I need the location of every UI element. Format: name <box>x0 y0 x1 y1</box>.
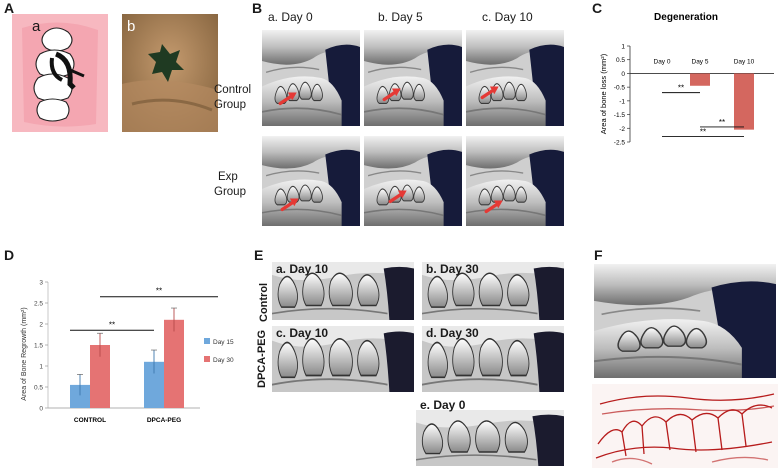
ct-e-e <box>416 410 564 466</box>
chart-d-ytick-label: 2 <box>39 322 43 329</box>
row-label-e-control: Control <box>258 282 270 322</box>
chart-d-ytick-label: 0.5 <box>34 385 43 392</box>
chart-d: 0 0.5 1 1.5 2 2.5 3 Area of Bone Regrowth (mm²)… <box>21 280 234 425</box>
row-label-exp: Exp Group <box>214 171 246 198</box>
red-arrow-icon <box>280 196 302 212</box>
label-e-d: d. Day 30 <box>426 326 479 340</box>
f-bottom-outline <box>592 384 778 468</box>
chart-d-ytick-label: 0 <box>39 406 43 413</box>
ct-control-day10 <box>466 30 564 126</box>
chart-c-sig-label: ** <box>678 84 684 93</box>
chart-d-bar <box>90 345 110 408</box>
chart-d-legend-swatch <box>204 338 210 344</box>
chart-d-bar <box>164 319 184 408</box>
panel-b-col-day5: b. Day 5 <box>378 10 423 24</box>
ct-exp-day5 <box>364 136 462 226</box>
panel-b-col-day0: a. Day 0 <box>268 10 313 24</box>
chart-c-category: Day 10 <box>734 58 755 65</box>
chart-c-sig-label: ** <box>700 128 706 137</box>
chart-c-ytick-label: 0 <box>621 71 625 78</box>
label-e-b: b. Day 30 <box>426 262 479 276</box>
chart-d-ytick-label: 1 <box>39 364 43 371</box>
chart-c-ytick-label: -0.5 <box>614 85 626 92</box>
chart-d-category: CONTROL <box>74 417 106 424</box>
red-arrow-icon <box>278 90 300 106</box>
panel-b-col-day10: c. Day 10 <box>482 10 533 24</box>
chart-c-ytick-label: 0.5 <box>616 57 625 64</box>
chart-d-sig-label: ** <box>109 320 115 329</box>
red-arrow-icon <box>388 188 410 204</box>
ct-control-day5 <box>364 30 462 126</box>
chart-d-legend-label: Day 30 <box>213 357 234 364</box>
chart-d-ytick-label: 2.5 <box>34 301 43 308</box>
panel-a-diagram <box>12 14 108 132</box>
label-e-c: c. Day 10 <box>276 326 329 340</box>
chart-d-legend-swatch <box>204 356 210 362</box>
chart-d-legend-label: Day 15 <box>213 339 234 346</box>
ct-control-day0 <box>262 30 360 126</box>
panel-a-photo <box>122 14 218 132</box>
chart-c-ytick-label: -1 <box>619 98 625 105</box>
panel-f-label: F <box>594 247 603 263</box>
chart-c: Degeneration 1 0.5 0 -0.5 -1 -1.5 -2 -2.5 Area of… <box>599 12 774 147</box>
panel-e-label: E <box>254 247 264 263</box>
chart-c-ytick-label: 1 <box>621 44 625 51</box>
chart-d-bar <box>70 384 90 408</box>
panel-c-label: C <box>592 0 603 16</box>
row-label-e-dpca: DPCA-PEG <box>256 329 268 388</box>
chart-d-bar <box>144 361 164 408</box>
chart-d-ytick-label: 3 <box>39 280 43 287</box>
row-label-control: Control Group <box>214 84 252 111</box>
chart-c-sig-label: ** <box>719 118 725 127</box>
panel-a-label: A <box>4 0 15 16</box>
red-arrow-icon <box>480 84 502 100</box>
panel-d-label: D <box>4 247 15 263</box>
label-e-a: a. Day 10 <box>276 262 329 276</box>
chart-c-category: Day 0 <box>654 58 671 65</box>
chart-c-title: Degeneration <box>654 12 718 23</box>
chart-c-ytick-label: -1.5 <box>614 112 626 119</box>
red-arrow-icon <box>484 198 506 214</box>
ct-exp-day10 <box>466 136 564 226</box>
ct-f-top <box>594 264 776 378</box>
chart-d-ytick-label: 1.5 <box>34 343 43 350</box>
chart-d-category: DPCA-PEG <box>147 417 181 424</box>
ct-exp-day0 <box>262 136 360 226</box>
label-e-e: e. Day 0 <box>420 398 466 412</box>
panel-a-sub-b: b <box>127 18 136 35</box>
chart-c-bar <box>734 73 754 130</box>
panel-b-label: B <box>252 0 263 16</box>
panel-a-sub-a: a <box>32 18 41 35</box>
chart-c-ylabel: Area of bone loss (mm²) <box>599 53 608 134</box>
chart-c-ytick-label: -2 <box>619 126 625 133</box>
red-arrow-icon <box>382 86 404 102</box>
chart-d-ylabel: Area of Bone Regrowth (mm²) <box>21 307 28 400</box>
chart-c-category: Day 5 <box>692 58 709 65</box>
chart-c-bar <box>690 73 710 86</box>
chart-c-ytick-label: -2.5 <box>614 140 626 147</box>
chart-d-sig-label: ** <box>156 287 162 296</box>
